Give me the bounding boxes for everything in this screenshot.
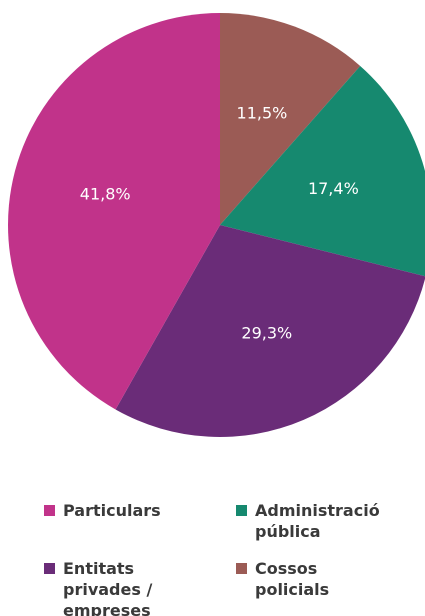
legend-item: Administració pública: [236, 500, 380, 542]
legend-item: Particulars: [44, 500, 188, 521]
legend-item: Entitats privades / empreses: [44, 558, 188, 616]
slice-label: 41,8%: [80, 184, 131, 203]
pie-slice: [220, 13, 361, 225]
pie-slice: [115, 225, 425, 437]
pie-slice: [8, 13, 221, 410]
legend-swatch: [236, 563, 247, 574]
pie-chart: 11,5% 17,4% 29,3% 41,8%: [8, 13, 425, 437]
legend-label: Entitats privades / empreses: [63, 559, 153, 616]
legend-item: Cossos policials: [236, 558, 380, 600]
legend-swatch: [236, 505, 247, 516]
slice-label: 29,3%: [241, 324, 292, 343]
pie-slice: [220, 65, 425, 277]
legend-label: Cossos policials: [255, 559, 330, 599]
slice-label: 17,4%: [308, 179, 359, 198]
legend-label: Administració pública: [255, 501, 380, 541]
legend-swatch: [44, 505, 55, 516]
legend-swatch: [44, 563, 55, 574]
slice-label: 11,5%: [237, 103, 288, 122]
legend-label: Particulars: [63, 501, 161, 520]
